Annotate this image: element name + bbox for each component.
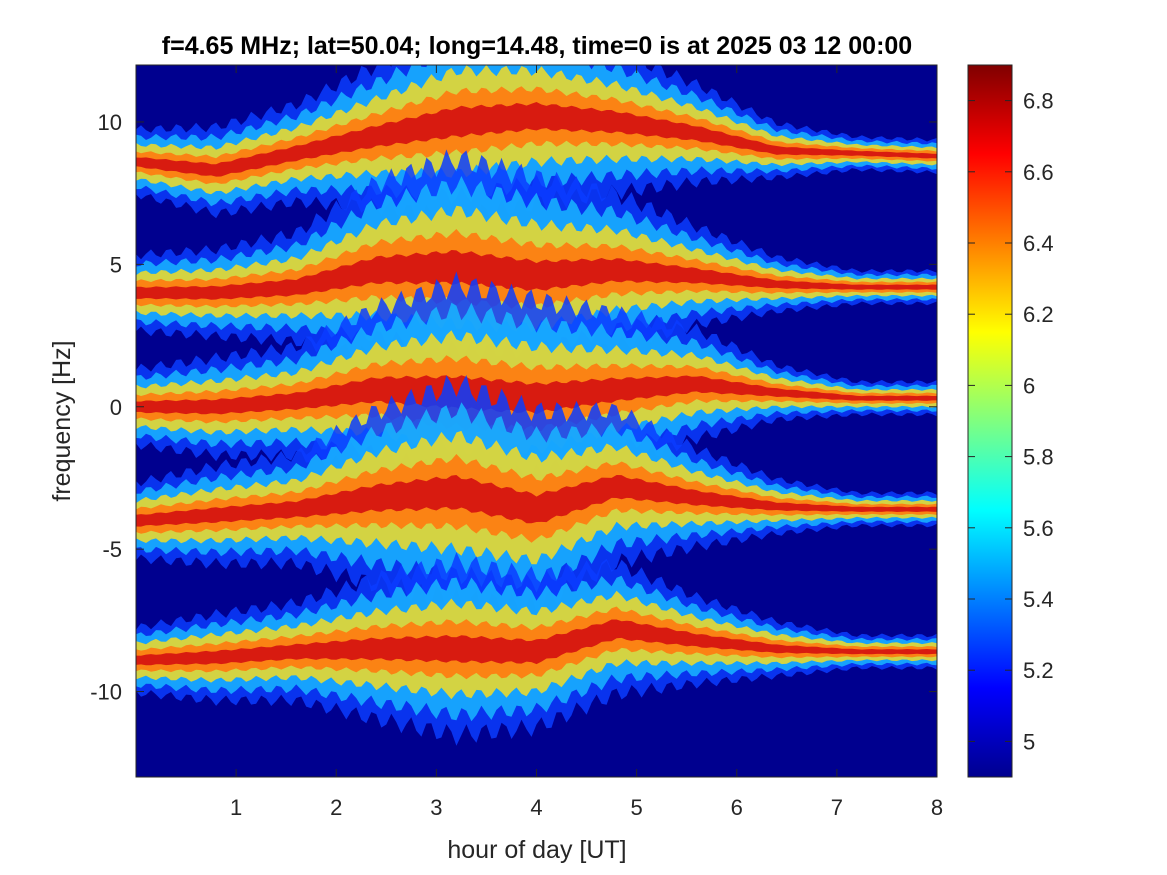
colorbar-tick-label: 6.6 xyxy=(1023,160,1054,185)
x-tick-label: 8 xyxy=(931,795,943,820)
colorbar-tick-label: 5.8 xyxy=(1023,445,1054,470)
spectral-band-1-layer xyxy=(136,102,937,177)
spectral-band-5-layer xyxy=(136,619,937,666)
spectral-band-4-layer xyxy=(136,475,937,527)
x-tick-label: 6 xyxy=(731,795,743,820)
y-axis-ticks: 10 5 0 -5 -10 xyxy=(90,110,937,705)
y-tick-label: -10 xyxy=(90,680,122,705)
x-axis-ticks: 1 2 3 4 5 6 7 8 xyxy=(230,65,943,820)
x-axis-label: hour of day [UT] xyxy=(447,836,626,864)
y-tick-label: 5 xyxy=(110,252,122,277)
y-axis-label: frequency [Hz] xyxy=(48,340,76,501)
x-tick-label: 4 xyxy=(530,795,542,820)
chart-title: f=4.65 MHz; lat=50.04; long=14.48, time=… xyxy=(162,32,912,60)
spectral-bands xyxy=(136,65,937,746)
x-tick-label: 1 xyxy=(230,795,242,820)
x-tick-label: 7 xyxy=(831,795,843,820)
y-tick-label: -5 xyxy=(102,537,122,562)
spectral-band-3-layer xyxy=(136,375,937,415)
colorbar-tick-label: 6.4 xyxy=(1023,231,1054,256)
plot-area xyxy=(136,65,937,777)
colorbar-tick-label: 5.6 xyxy=(1023,516,1054,541)
colorbar-tick-label: 6.2 xyxy=(1023,302,1054,327)
colorbar-tick-label: 5.2 xyxy=(1023,658,1054,683)
colorbar-tick-label: 6.8 xyxy=(1023,89,1054,114)
colorbar-tick-label: 5.4 xyxy=(1023,587,1054,612)
colorbar-ticks: 6.8 6.6 6.4 6.2 6 5.8 5.6 5.4 5.2 5 xyxy=(968,89,1054,754)
x-tick-label: 2 xyxy=(330,795,342,820)
y-tick-label: 10 xyxy=(98,110,122,135)
x-tick-label: 3 xyxy=(430,795,442,820)
colorbar-tick-label: 5 xyxy=(1023,729,1035,754)
colorbar xyxy=(967,64,1013,778)
colorbar-tick-label: 6 xyxy=(1023,373,1035,398)
spectral-band-1-layer xyxy=(136,86,937,185)
y-tick-label: 0 xyxy=(110,395,122,420)
spectral-band-2-layer xyxy=(136,250,937,300)
x-tick-label: 5 xyxy=(631,795,643,820)
